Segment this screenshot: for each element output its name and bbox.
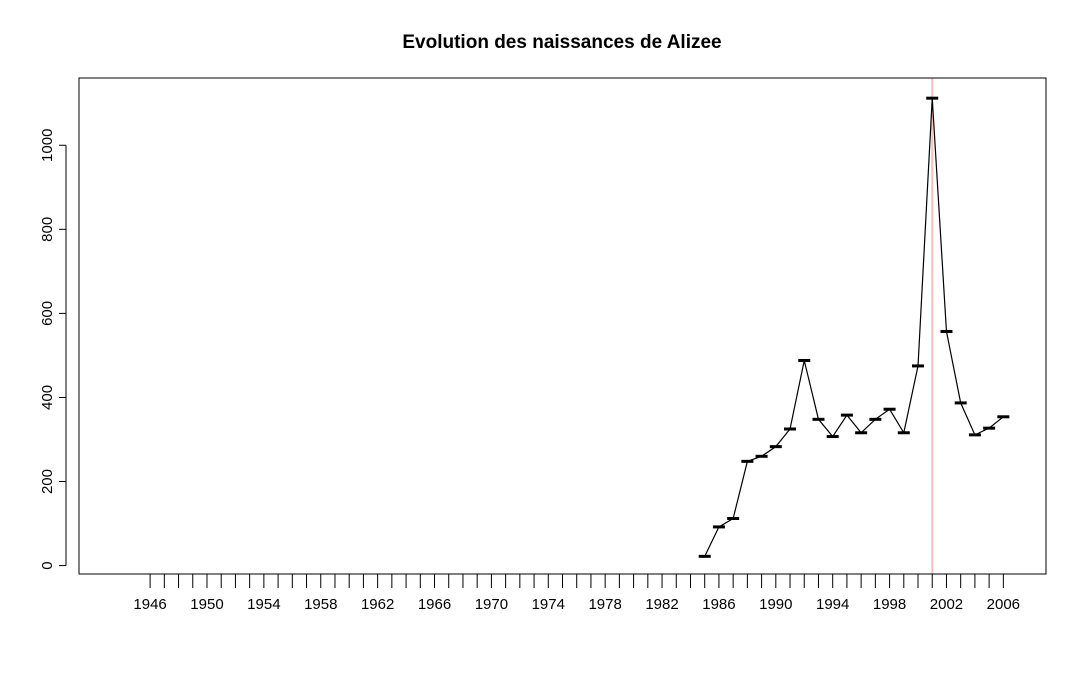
plot-area <box>698 78 1010 574</box>
x-tick-label: 1986 <box>702 596 735 613</box>
x-tick-label: 1998 <box>873 596 906 613</box>
x-tick-label: 1966 <box>418 596 451 613</box>
y-axis: 0 200 400 600 800 1000 <box>39 129 67 570</box>
x-tick-label: 1982 <box>645 596 678 613</box>
x-tick-label: 1974 <box>532 596 565 613</box>
x-tick-label: 1946 <box>133 596 166 613</box>
x-tick-label: 2006 <box>987 596 1020 613</box>
y-tick-label: 400 <box>39 385 56 410</box>
x-tick-label: 1954 <box>247 596 280 613</box>
x-tick-label: 1950 <box>190 596 223 613</box>
x-tick-label: 1970 <box>475 596 508 613</box>
x-tick-label: 1978 <box>588 596 621 613</box>
plot-frame <box>78 77 1047 575</box>
y-tick-label: 600 <box>39 301 56 326</box>
y-tick-label: 800 <box>39 217 56 242</box>
x-axis: 1946 1950 1954 1958 1962 1966 1970 1974 1978 1982… <box>133 573 1020 613</box>
chart-title: Evolution des naissances de Alizee <box>402 32 721 53</box>
x-tick-label: 1990 <box>759 596 792 613</box>
y-tick-label: 1000 <box>39 129 56 162</box>
x-tick-label: 1962 <box>361 596 394 613</box>
x-tick-label: 1958 <box>304 596 337 613</box>
x-tick-label: 2002 <box>930 596 963 613</box>
x-tick-label: 1994 <box>816 596 849 613</box>
y-tick-label: 0 <box>39 561 56 569</box>
data-series-line <box>704 98 1004 557</box>
y-tick-label: 200 <box>39 469 56 494</box>
